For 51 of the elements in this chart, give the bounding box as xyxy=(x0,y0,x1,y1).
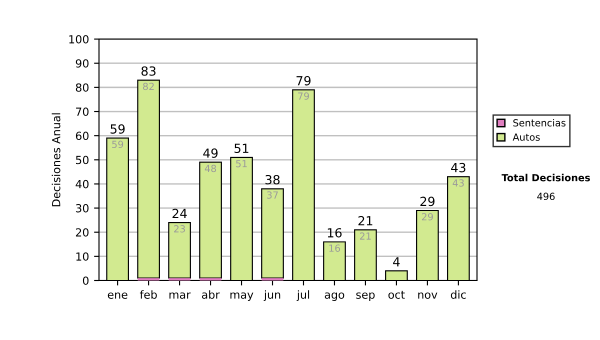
x-tick-label: oct xyxy=(388,290,405,299)
x-tick-label: dic xyxy=(450,290,466,299)
y-tick-label: 30 xyxy=(76,204,89,212)
x-tick-label: may xyxy=(230,292,254,301)
x-tick-label: ene xyxy=(108,292,128,299)
x-tick-label: mar xyxy=(169,292,191,299)
legend-label: Autos xyxy=(512,134,540,141)
data-label: 82 xyxy=(143,82,154,90)
y-tick-label: 70 xyxy=(76,107,89,116)
total-label: 24 xyxy=(172,208,187,218)
y-tick-label: 80 xyxy=(76,83,89,92)
total-label: 43 xyxy=(451,162,466,172)
x-tick-label: jun xyxy=(264,290,280,301)
data-label: 79 xyxy=(298,92,309,100)
y-tick-label: 90 xyxy=(76,59,89,68)
y-axis-title: Decisiones Anual xyxy=(52,113,60,206)
y-tick-label: 50 xyxy=(76,156,89,164)
total-label: 49 xyxy=(203,148,218,158)
y-tick-label: 0 xyxy=(82,276,89,285)
total-label: 51 xyxy=(234,144,248,154)
data-label: 48 xyxy=(204,164,216,172)
y-tick-label: 20 xyxy=(76,228,89,237)
y-tick-label: 10 xyxy=(76,252,89,261)
text: Total Decisiones xyxy=(502,174,590,182)
x-tick-label: ago xyxy=(324,292,344,301)
data-label: 43 xyxy=(452,179,464,187)
total-label: 79 xyxy=(296,76,311,86)
y-tick-label: 60 xyxy=(76,132,89,140)
x-tick-label: jul xyxy=(296,290,310,301)
data-label: 16 xyxy=(329,244,340,252)
data-label: 37 xyxy=(267,191,278,199)
legend-label: Sentencias xyxy=(513,118,566,127)
total-label: 59 xyxy=(110,124,125,134)
data-label: 29 xyxy=(422,213,433,220)
text: 496 xyxy=(537,192,555,200)
total-label: 83 xyxy=(141,66,156,76)
total-label: 21 xyxy=(358,216,372,226)
total-label: 38 xyxy=(266,174,280,184)
x-tick-label: sep xyxy=(356,292,375,301)
data-label: 51 xyxy=(236,160,247,168)
data-label: 23 xyxy=(174,225,185,233)
total-label: 4 xyxy=(393,257,400,266)
total-label: 29 xyxy=(420,196,434,206)
x-tick-label: feb xyxy=(140,290,157,299)
x-tick-label: abr xyxy=(202,290,220,299)
total-label: 16 xyxy=(328,228,342,238)
y-tick-label: 100 xyxy=(69,35,89,44)
data-label: 21 xyxy=(360,232,371,240)
y-tick-label: 40 xyxy=(76,180,89,188)
data-label: 59 xyxy=(112,140,124,148)
x-tick-label: nov xyxy=(418,292,438,299)
